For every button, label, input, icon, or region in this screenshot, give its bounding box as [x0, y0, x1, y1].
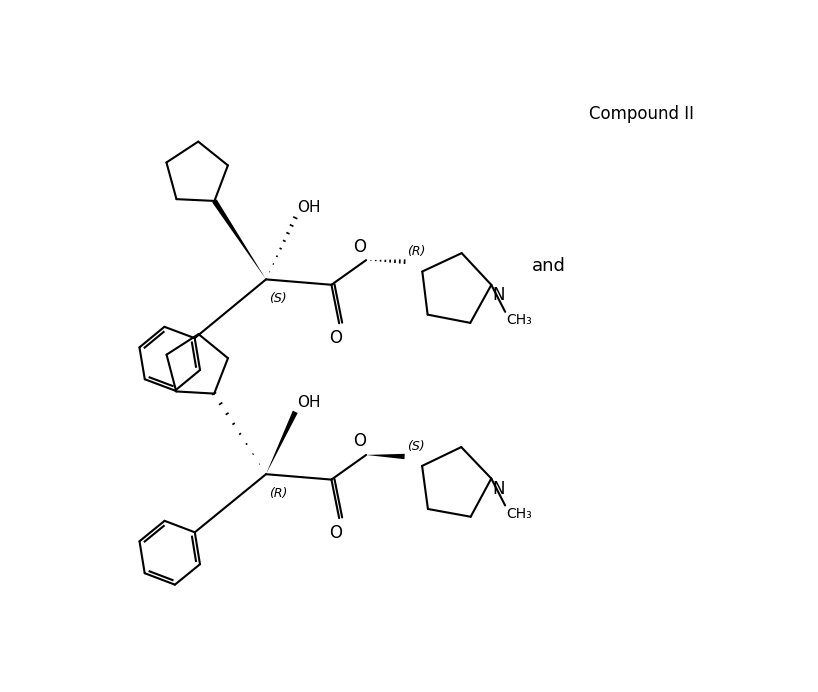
Text: N: N [492, 480, 506, 498]
Text: (R): (R) [407, 245, 425, 258]
Text: and: and [532, 257, 565, 275]
Text: (S): (S) [269, 292, 286, 304]
Text: CH₃: CH₃ [506, 313, 533, 327]
Text: O: O [353, 432, 366, 450]
Polygon shape [212, 199, 266, 280]
Text: (S): (S) [407, 439, 425, 453]
Text: OH: OH [297, 394, 321, 410]
Polygon shape [366, 454, 405, 459]
Text: O: O [353, 237, 366, 255]
Text: O: O [329, 329, 342, 347]
Text: Compound II: Compound II [590, 104, 694, 122]
Text: (R): (R) [269, 486, 287, 500]
Text: O: O [329, 525, 342, 543]
Text: CH₃: CH₃ [506, 507, 533, 521]
Polygon shape [266, 410, 298, 474]
Text: N: N [493, 286, 506, 304]
Text: OH: OH [297, 201, 321, 215]
